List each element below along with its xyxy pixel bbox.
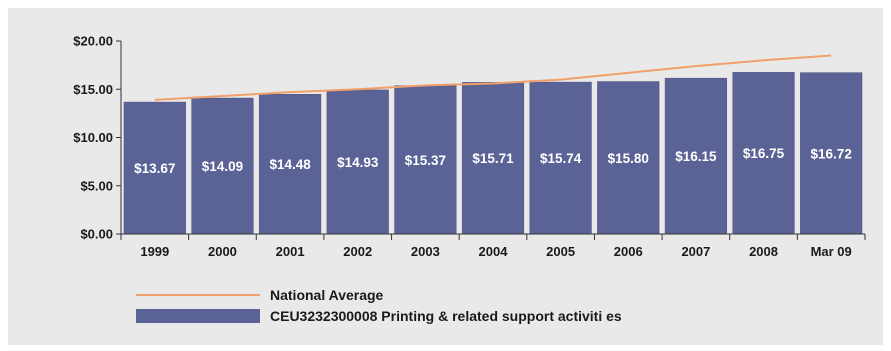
bar-series: $13.67 $14.09 $14.48 $14.93 $15.37 $15.71 $15.… (123, 72, 863, 235)
x-axis: 1999 2000 2001 2002 2003 2004 2005 2006 2007 2008… (120, 233, 866, 259)
bar-value-label: $14.48 (269, 157, 311, 172)
legend-label-printing: CEU3232300008 Printing & related support… (270, 308, 622, 324)
x-tick-label: Mar 09 (811, 244, 852, 259)
legend-label-national-average: National Average (270, 287, 384, 303)
bar-value-label: $15.80 (608, 151, 649, 166)
y-tick-label: $20.00 (73, 34, 113, 49)
y-tick-label: $5.00 (80, 178, 113, 193)
y-tick-label: $15.00 (73, 82, 113, 97)
bar (394, 85, 457, 235)
bar (597, 81, 660, 235)
x-tick-label: 1999 (140, 244, 169, 259)
bar-value-label: $14.93 (337, 155, 379, 170)
bar-value-label: $16.72 (811, 146, 852, 161)
y-tick-label: $0.00 (80, 227, 113, 242)
bar (123, 101, 186, 235)
bar-value-label: $13.67 (134, 161, 175, 176)
bar-value-label: $15.37 (405, 153, 446, 168)
x-tick-label: 2000 (208, 244, 237, 259)
x-tick-label: 2006 (614, 244, 643, 259)
bar-value-label: $14.09 (202, 159, 243, 174)
y-tick-label: $10.00 (73, 130, 113, 145)
bar (191, 97, 254, 235)
bar (259, 94, 322, 235)
x-tick-label: 2008 (749, 244, 778, 259)
bar-chart: $0.00 $5.00 $10.00 $15.00 $20.00 $13.67 $14.0… (73, 34, 866, 324)
bar (732, 72, 795, 235)
bar (529, 81, 592, 235)
y-axis: $0.00 $5.00 $10.00 $15.00 $20.00 (73, 34, 122, 242)
national-average-line (154, 54, 832, 101)
bar-value-label: $16.75 (743, 146, 785, 161)
bar-value-label: $15.71 (472, 151, 514, 166)
x-tick-label: 2004 (479, 244, 509, 259)
x-tick-label: 2002 (343, 244, 372, 259)
bar-value-label: $16.15 (675, 149, 717, 164)
x-tick-label: 2005 (546, 244, 575, 259)
x-tick-label: 2003 (411, 244, 440, 259)
chart-panel: $0.00 $5.00 $10.00 $15.00 $20.00 $13.67 $14.0… (8, 8, 883, 345)
legend: National Average CEU3232300008 Printing … (136, 287, 622, 324)
bar (800, 72, 863, 235)
x-tick-label: 2007 (681, 244, 710, 259)
national-average-series (154, 54, 832, 101)
legend-bar-swatch (136, 309, 260, 323)
bar-value-label: $15.74 (540, 151, 582, 166)
bar (461, 82, 525, 235)
x-tick-label: 2001 (276, 244, 305, 259)
